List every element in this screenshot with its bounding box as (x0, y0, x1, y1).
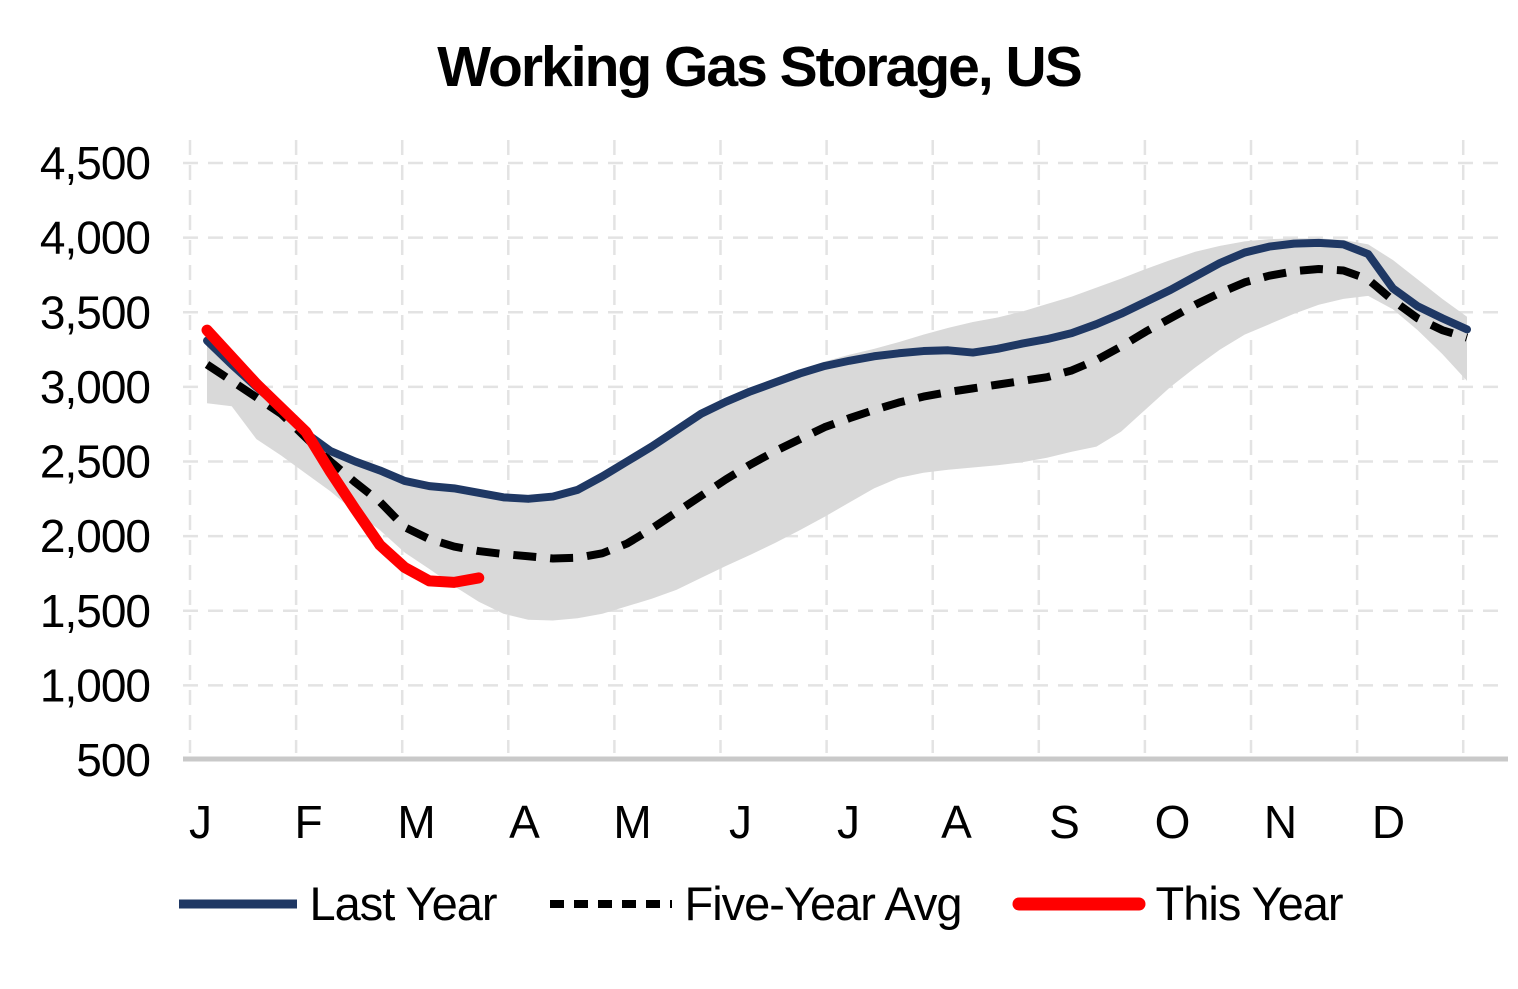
y-axis-tick-label: 3,000 (40, 361, 150, 413)
y-axis-tick-label: 3,500 (40, 286, 150, 338)
legend-item-five-year-avg: Five-Year Avg (547, 876, 963, 931)
x-axis-month-label: O (1155, 796, 1190, 848)
x-axis-month-label: D (1372, 796, 1404, 848)
x-axis-month-label: J (729, 796, 751, 848)
x-axis-month-label: M (613, 796, 650, 848)
y-axis-tick-label: 2,000 (40, 510, 150, 562)
x-axis-month-label: M (397, 796, 434, 848)
x-axis-month-label: S (1049, 796, 1079, 848)
x-axis-month-label: F (294, 796, 321, 848)
y-axis-tick-label: 1,000 (40, 659, 150, 711)
x-axis-month-label: N (1264, 796, 1296, 848)
five-year-avg-line (204, 264, 1469, 563)
x-axis-month-label: A (941, 796, 972, 848)
y-axis-tick-label: 2,500 (40, 436, 150, 488)
legend-label-this-year: This Year (1155, 877, 1344, 930)
y-axis-tick-label: 4,500 (40, 137, 150, 189)
legend-item-this-year: This Year (1012, 876, 1343, 931)
last-year-line (203, 238, 1471, 503)
y-axis-tick-label: 1,500 (40, 585, 150, 637)
legend-item-last-year: Last Year (176, 876, 498, 931)
y-axis-tick-label: 4,000 (40, 212, 150, 264)
this-year-line-sample (1012, 897, 1146, 910)
y-axis-tick-label: 500 (76, 734, 150, 786)
five-year-avg-line-sample (549, 899, 672, 908)
legend-label-five-year-avg: Five-Year Avg (684, 877, 963, 930)
chart-legend: Last Year Five-Year Avg This Year (0, 876, 1518, 931)
chart-title: Working Gas Storage, US (437, 35, 1082, 99)
x-axis-month-label: J (189, 796, 211, 848)
last-year-line-sample (178, 899, 297, 908)
x-axis-month-label: A (509, 796, 540, 848)
legend-label-last-year: Last Year (309, 877, 498, 930)
this-year-line (201, 324, 485, 588)
five-year-range-band (207, 238, 1467, 621)
x-axis-month-label: J (837, 796, 859, 848)
